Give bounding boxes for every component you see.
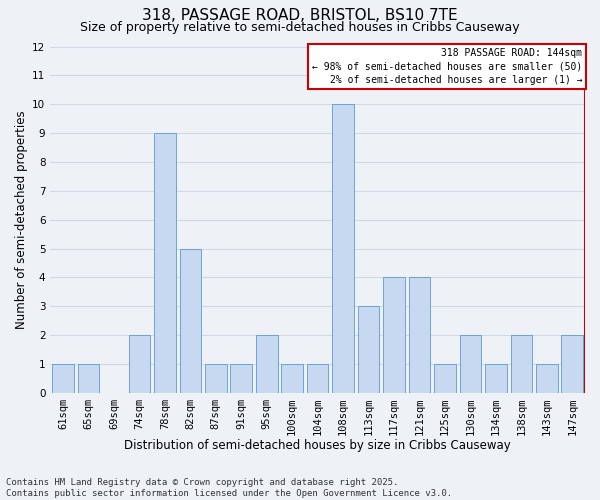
Bar (562, 335, 583, 393)
Bar (383, 278, 405, 393)
Bar (434, 364, 456, 393)
Bar (154, 133, 176, 393)
Bar (511, 335, 532, 393)
Bar (52, 364, 74, 393)
Y-axis label: Number of semi-detached properties: Number of semi-detached properties (15, 110, 28, 329)
Bar (460, 335, 481, 393)
Bar (179, 248, 201, 393)
Bar (485, 364, 507, 393)
Bar (256, 335, 278, 393)
Text: Contains HM Land Registry data © Crown copyright and database right 2025.
Contai: Contains HM Land Registry data © Crown c… (6, 478, 452, 498)
Text: 318 PASSAGE ROAD: 144sqm
← 98% of semi-detached houses are smaller (50)
2% of se: 318 PASSAGE ROAD: 144sqm ← 98% of semi-d… (312, 48, 583, 84)
Text: 318, PASSAGE ROAD, BRISTOL, BS10 7TE: 318, PASSAGE ROAD, BRISTOL, BS10 7TE (142, 8, 458, 22)
X-axis label: Distribution of semi-detached houses by size in Cribbs Causeway: Distribution of semi-detached houses by … (124, 440, 511, 452)
Bar (332, 104, 354, 393)
Bar (409, 278, 430, 393)
Bar (536, 364, 557, 393)
Bar (281, 364, 303, 393)
Bar (307, 364, 328, 393)
Bar (358, 306, 379, 393)
Bar (230, 364, 252, 393)
Bar (205, 364, 227, 393)
Bar (77, 364, 99, 393)
Text: Size of property relative to semi-detached houses in Cribbs Causeway: Size of property relative to semi-detach… (80, 21, 520, 34)
Bar (128, 335, 150, 393)
